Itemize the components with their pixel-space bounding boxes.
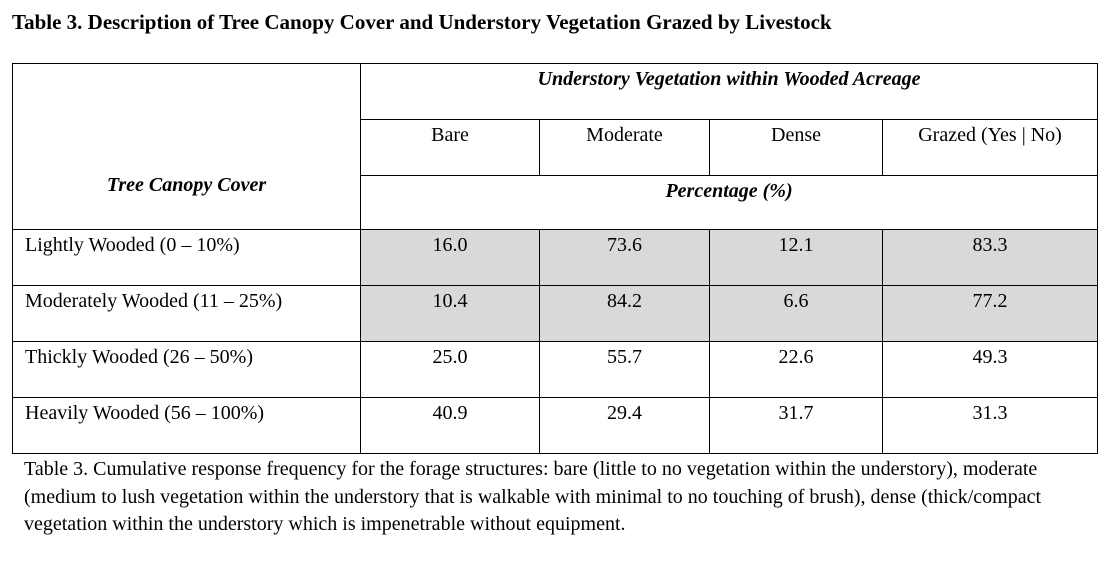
cell-value: 10.4	[432, 290, 468, 312]
table-row: Heavily Wooded (56 – 100%) 40.9 29.4 31.…	[12, 397, 1099, 454]
table-cell: 73.6	[539, 229, 710, 286]
column-header-label: Dense	[771, 124, 821, 146]
table-row: Lightly Wooded (0 – 10%) 16.0 73.6 12.1 …	[12, 229, 1099, 286]
cell-value: 12.1	[778, 234, 814, 256]
table-cell: 49.3	[881, 341, 1099, 398]
row-label-text: Moderately Wooded (11 – 25%)	[25, 290, 283, 312]
table-cell: 31.3	[881, 397, 1099, 454]
cell-value: 25.0	[432, 346, 468, 368]
tree-canopy-header-label: Tree Canopy Cover	[106, 174, 267, 196]
table-title: Table 3. Description of Tree Canopy Cove…	[12, 10, 832, 34]
column-header-moderate: Moderate	[539, 119, 710, 176]
column-header-grazed: Grazed (Yes | No)	[881, 119, 1099, 176]
cell-value: 16.0	[432, 234, 468, 256]
cell-value: 77.2	[972, 290, 1008, 312]
cell-value: 73.6	[607, 234, 642, 256]
row-label-text: Thickly Wooded (26 – 50%)	[25, 346, 253, 368]
row-label-text: Heavily Wooded (56 – 100%)	[25, 402, 265, 424]
table-cell: 25.0	[360, 341, 540, 398]
cell-value: 40.9	[432, 402, 468, 424]
cell-value: 83.3	[972, 234, 1008, 256]
understory-header-label: Understory Vegetation within Wooded Acre…	[537, 68, 921, 90]
table-cell: 77.2	[881, 285, 1099, 342]
table-cell: 22.6	[709, 341, 883, 398]
understory-header: Understory Vegetation within Wooded Acre…	[359, 63, 1099, 120]
percentage-header-label: Percentage (%)	[665, 180, 793, 202]
table-row: Thickly Wooded (26 – 50%) 25.0 55.7 22.6…	[12, 341, 1099, 398]
cell-value: 55.7	[607, 346, 642, 368]
column-header-bare: Bare	[360, 119, 540, 176]
table-cell: 10.4	[360, 285, 540, 342]
table-cell: 6.6	[709, 285, 883, 342]
table-caption: Table 3. Cumulative response frequency f…	[24, 458, 1042, 535]
cell-value: 49.3	[972, 346, 1008, 368]
table-cell: 83.3	[881, 229, 1099, 286]
row-label: Lightly Wooded (0 – 10%)	[12, 229, 361, 286]
table-cell: 16.0	[360, 229, 540, 286]
cell-value: 29.4	[607, 402, 642, 424]
percentage-header: Percentage (%)	[359, 175, 1099, 230]
cell-value: 31.7	[778, 402, 814, 424]
cell-value: 84.2	[607, 290, 642, 312]
table-cell: 31.7	[709, 397, 883, 454]
cell-value: 6.6	[783, 290, 809, 312]
cell-value: 22.6	[778, 346, 814, 368]
table-cell: 12.1	[709, 229, 883, 286]
table-cell: 55.7	[539, 341, 710, 398]
row-label-text: Lightly Wooded (0 – 10%)	[25, 234, 240, 256]
row-label: Moderately Wooded (11 – 25%)	[12, 285, 361, 342]
table-cell: 29.4	[539, 397, 710, 454]
tree-canopy-header: Tree Canopy Cover	[12, 63, 361, 230]
table-cell: 40.9	[360, 397, 540, 454]
column-header-label: Moderate	[586, 124, 663, 146]
cell-value: 31.3	[972, 402, 1008, 424]
row-label: Thickly Wooded (26 – 50%)	[12, 341, 361, 398]
column-header-label: Bare	[431, 124, 469, 146]
table-cell: 84.2	[539, 285, 710, 342]
column-header-dense: Dense	[709, 119, 883, 176]
row-label: Heavily Wooded (56 – 100%)	[12, 397, 361, 454]
column-header-label: Grazed (Yes | No)	[918, 124, 1062, 146]
data-table: Tree Canopy Cover Understory Vegetation …	[12, 63, 1099, 454]
table-row: Moderately Wooded (11 – 25%) 10.4 84.2 6…	[12, 285, 1099, 342]
